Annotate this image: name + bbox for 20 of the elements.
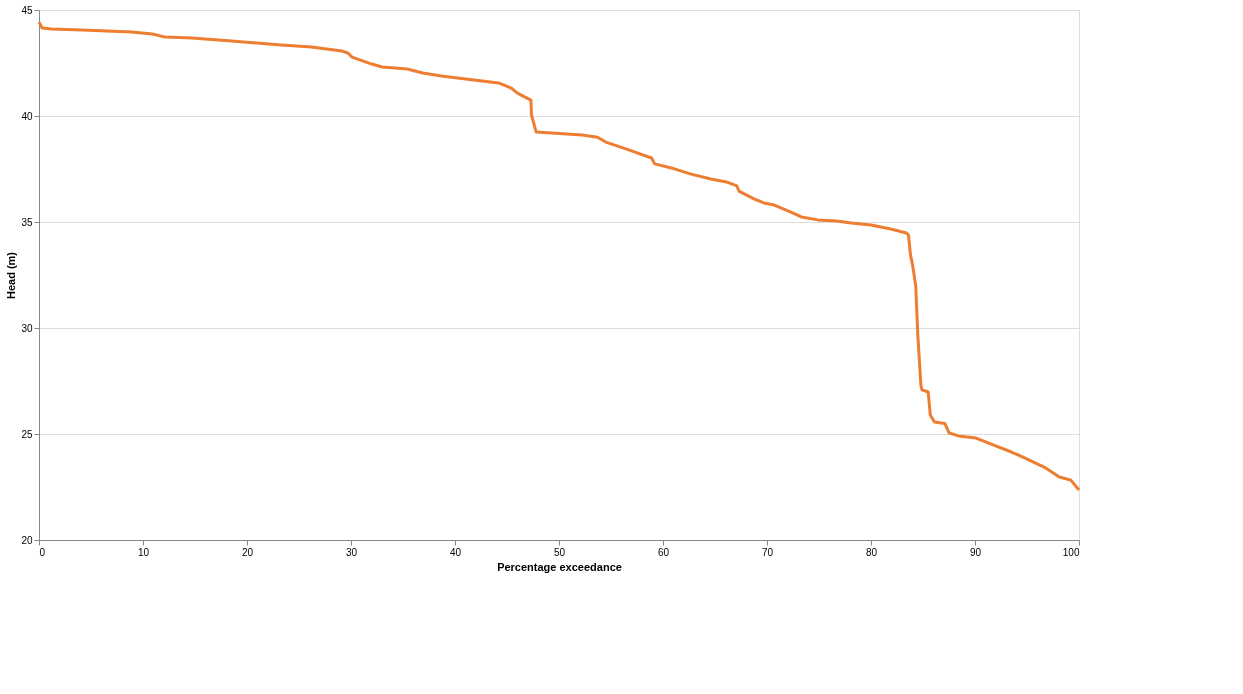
x-tick-label: 50 [553, 546, 566, 558]
y-tick-label: 40 [21, 110, 33, 122]
y-axis-title: Head (m) [5, 251, 18, 300]
y-tick-label: 45 [21, 4, 33, 16]
x-tick-label: 10 [137, 546, 150, 558]
x-tick-label: 100 [1062, 546, 1080, 558]
x-tick-label: 90 [969, 546, 982, 558]
y-tick-label: 20 [21, 534, 33, 546]
x-axis-title: Percentage exceedance [497, 560, 622, 573]
line-series [37, 20, 1081, 492]
x-tick-label: 30 [345, 546, 358, 558]
x-tick-label: 0 [39, 546, 46, 558]
y-tick-label: 25 [21, 428, 33, 440]
x-tick-label: 20 [241, 546, 254, 558]
x-tick-label: 40 [449, 546, 462, 558]
y-tick-label: 30 [21, 322, 33, 334]
y-tick-label: 35 [21, 216, 33, 228]
x-tick-label: 80 [865, 546, 878, 558]
x-tick-label: 70 [761, 546, 774, 558]
x-tick-label: 60 [657, 546, 670, 558]
